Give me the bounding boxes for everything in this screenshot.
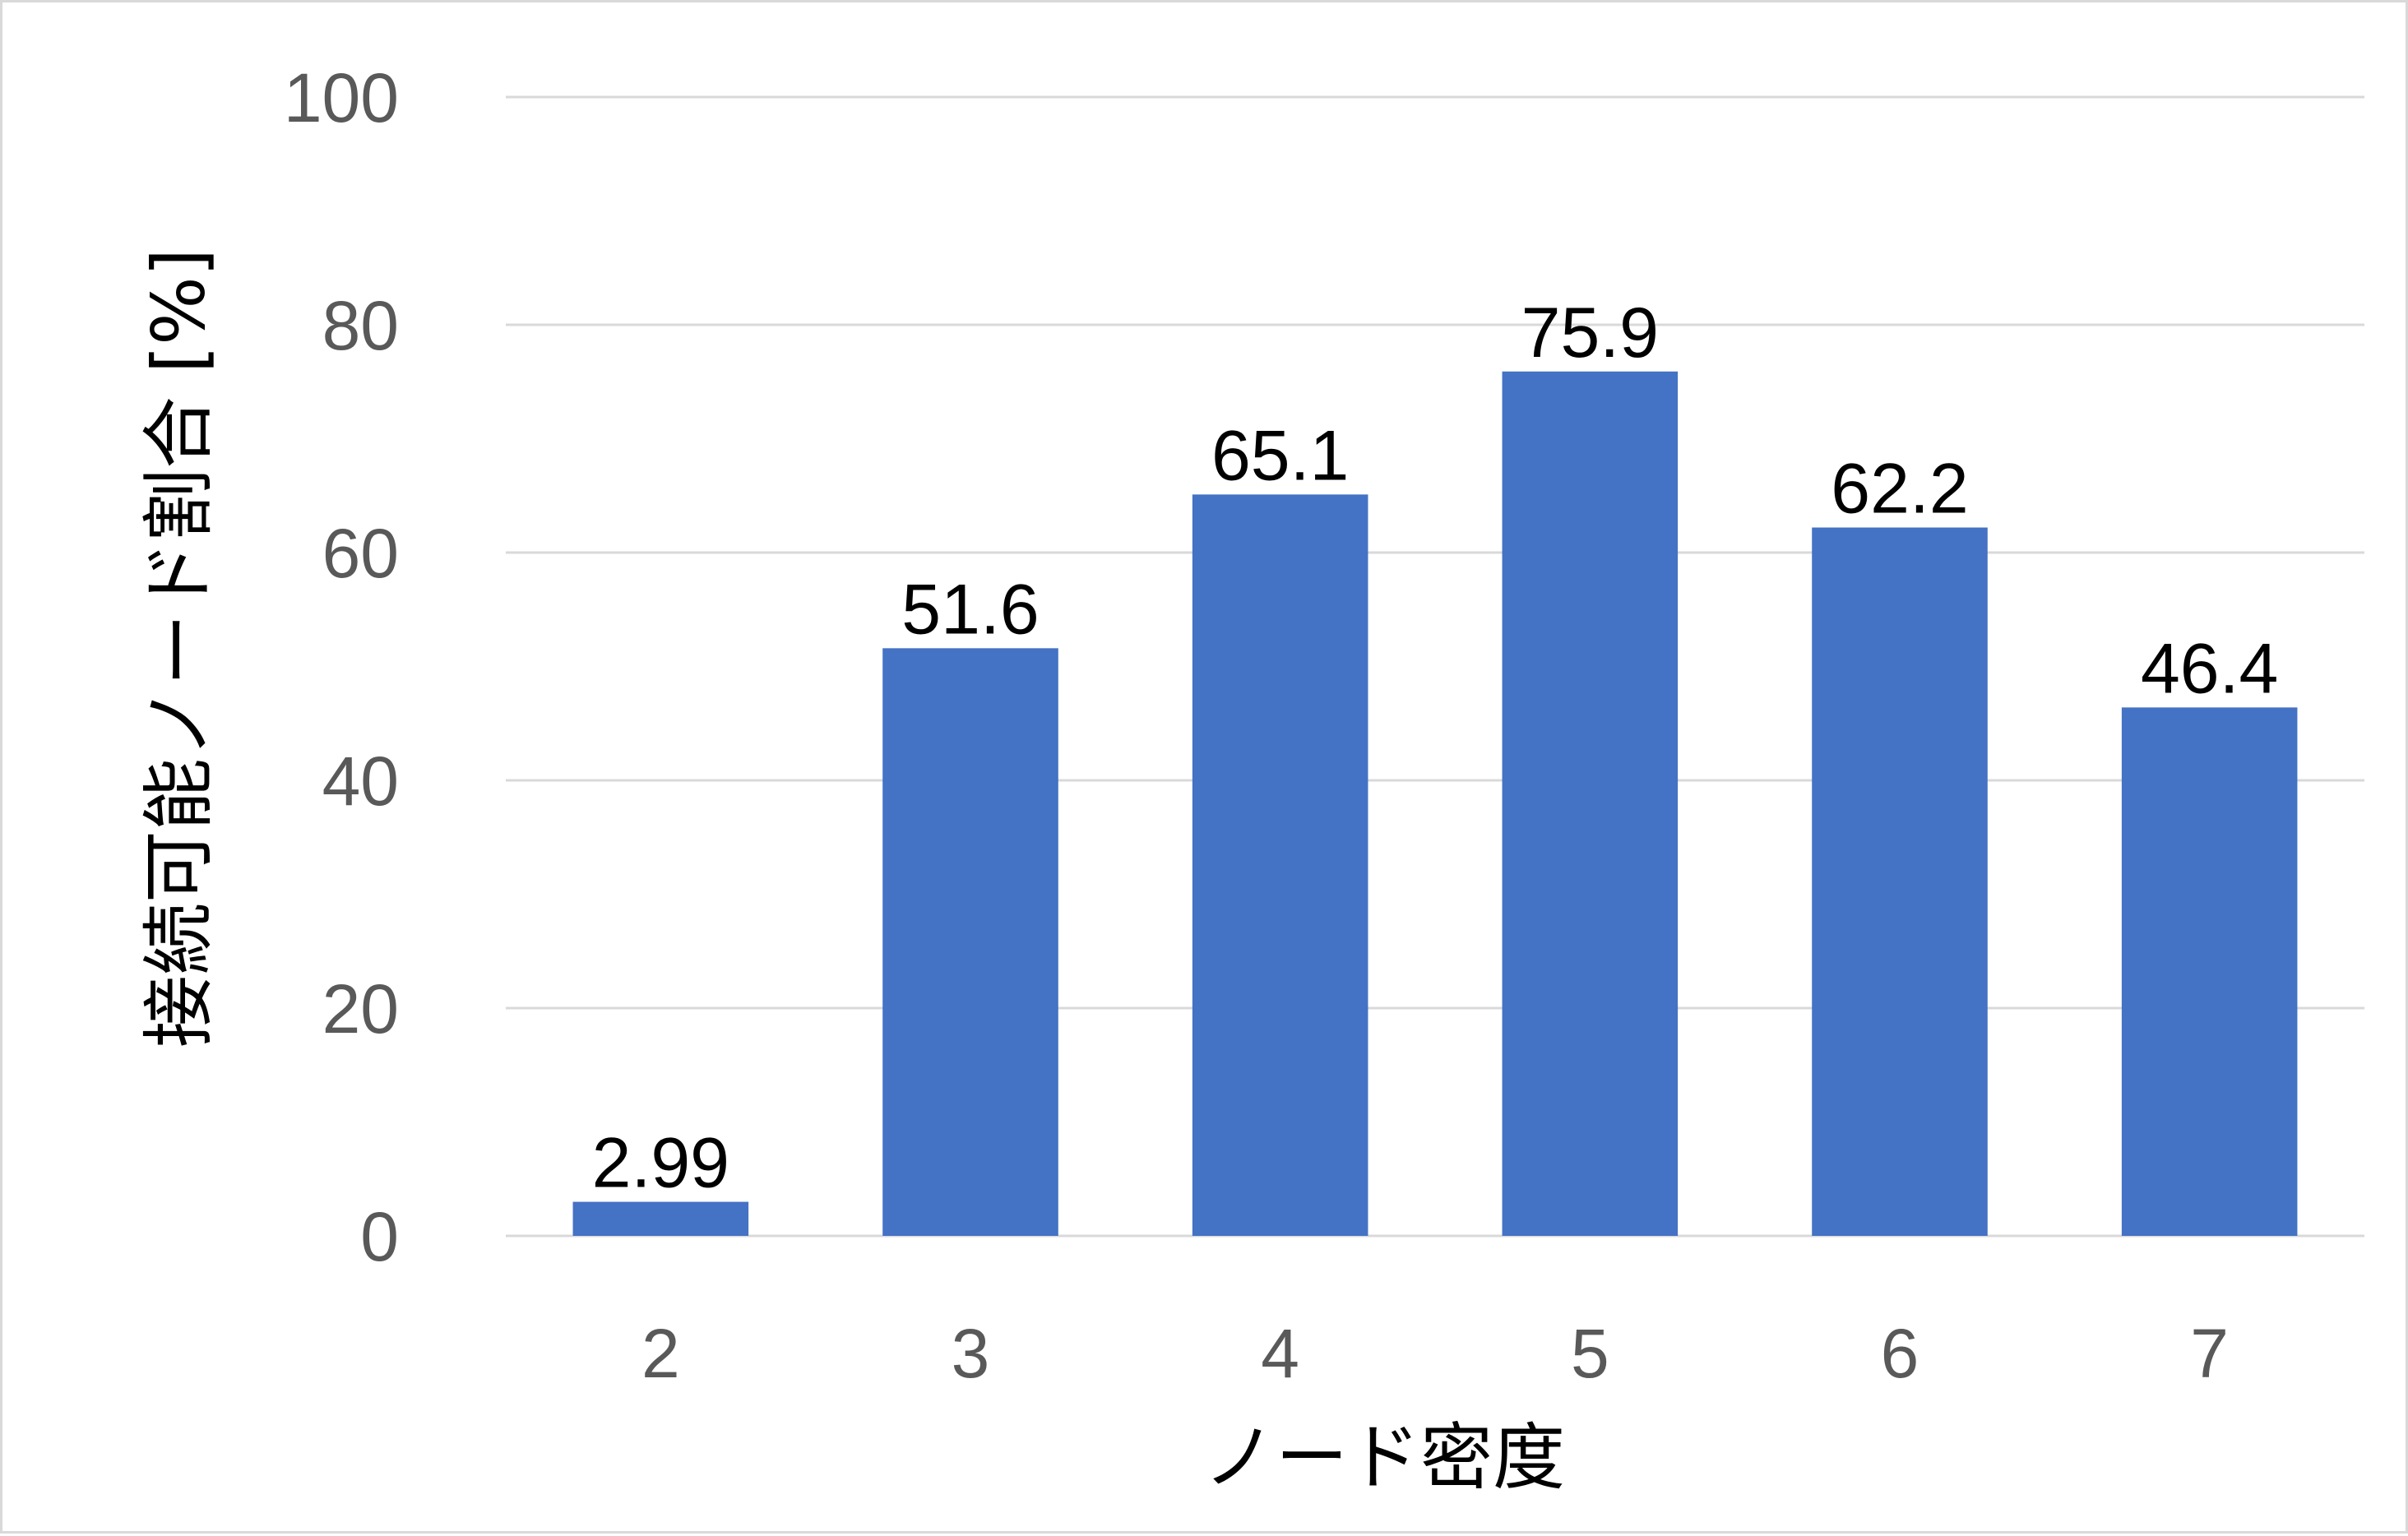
x-tick-label: 7 [2190, 1315, 2229, 1392]
x-tick-label: 4 [1261, 1315, 1299, 1392]
bar [1192, 494, 1368, 1236]
data-label: 2.99 [592, 1124, 729, 1203]
y-tick-label: 100 [284, 59, 399, 136]
gridlines [506, 95, 2364, 1238]
x-tick-label: 6 [1881, 1315, 1919, 1392]
y-tick-label: 40 [322, 743, 399, 820]
data-label: 46.4 [2141, 629, 2278, 708]
data-labels: 2.99 51.6 65.1 75.9 62.2 46.4 [592, 294, 2279, 1203]
y-tick-label: 80 [322, 287, 399, 364]
x-tick-label: 3 [952, 1315, 990, 1392]
x-axis-ticks: 2 3 4 5 6 7 [641, 1315, 2229, 1392]
y-axis-ticks: 0 20 40 60 80 100 [284, 59, 399, 1275]
data-label: 75.9 [1521, 294, 1659, 372]
y-tick-label: 60 [322, 515, 399, 592]
bar [1502, 371, 1679, 1236]
bar [882, 648, 1058, 1236]
y-axis-title: 接続可能ノード割合 [%] [137, 248, 221, 1048]
bar [2121, 707, 2298, 1236]
x-tick-label: 2 [641, 1315, 680, 1392]
bar [572, 1201, 749, 1236]
y-tick-label: 0 [360, 1198, 399, 1275]
data-label: 62.2 [1831, 450, 1968, 529]
x-axis-title: ノード密度 [1203, 1415, 1565, 1500]
data-label: 51.6 [901, 570, 1039, 649]
data-label: 65.1 [1211, 416, 1349, 495]
x-tick-label: 5 [1571, 1315, 1609, 1392]
bar [1812, 527, 1988, 1236]
bars [572, 371, 2298, 1236]
y-tick-label: 20 [322, 970, 399, 1048]
